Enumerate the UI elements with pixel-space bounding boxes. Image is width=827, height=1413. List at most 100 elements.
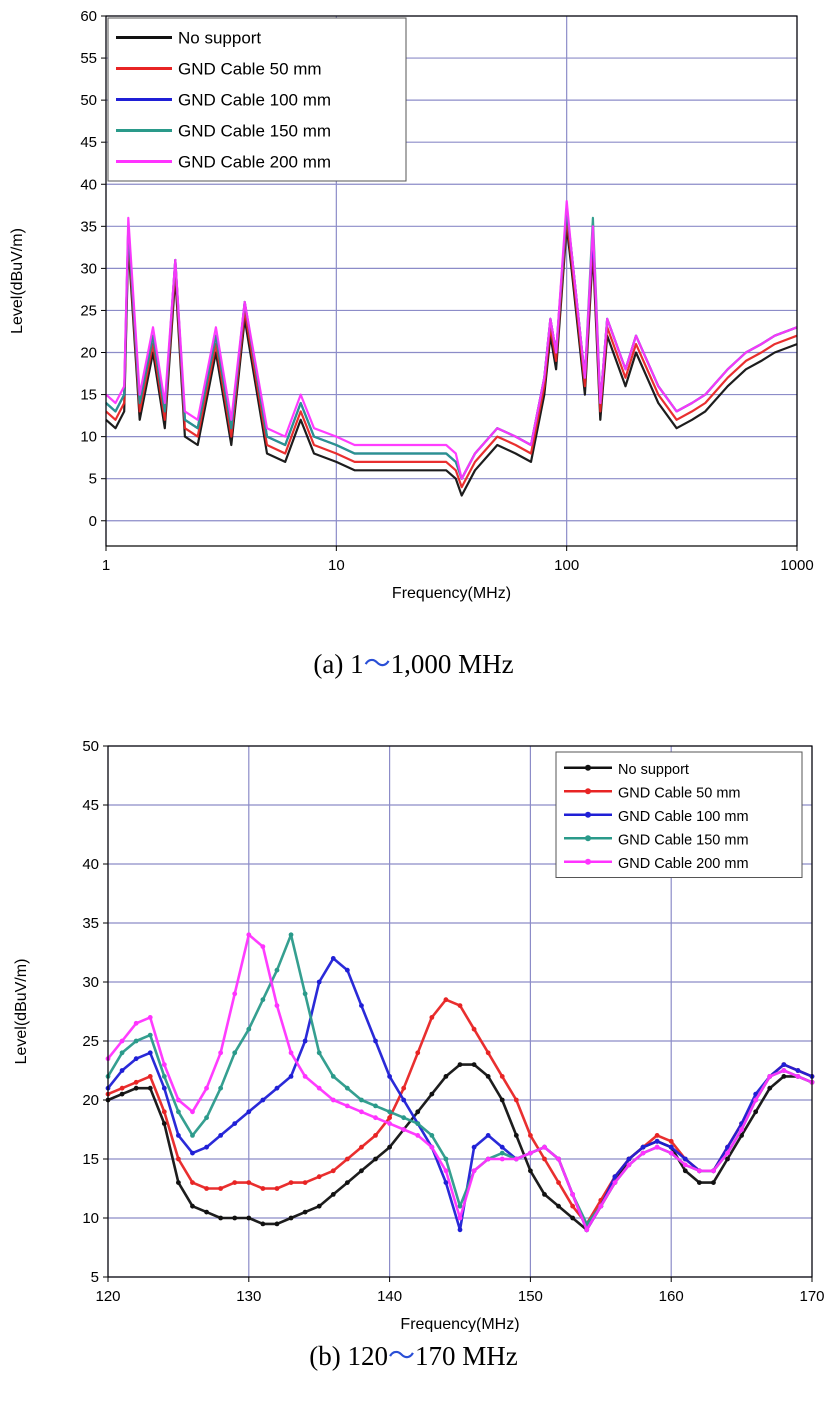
series-point-0 [190, 1203, 195, 1209]
series-point-4 [725, 1150, 730, 1156]
series-point-0 [556, 1203, 561, 1209]
series-point-1 [161, 1109, 167, 1115]
series-point-3 [344, 1085, 350, 1091]
series-point-4 [612, 1180, 618, 1185]
series-point-0 [471, 1062, 477, 1067]
chart-b-svg: 5 10 15 20 25 30 35 40 45 50 120 130 140 150 160 170 Fre… [13, 738, 825, 1332]
series-point-4 [584, 1227, 590, 1233]
series-point-3 [119, 1050, 125, 1056]
series-point-1 [344, 1156, 350, 1162]
series-point-1 [147, 1074, 153, 1079]
series-point-1 [499, 1074, 505, 1079]
series-point-0 [767, 1085, 773, 1091]
series-point-1 [443, 997, 449, 1003]
series-point-4 [570, 1192, 576, 1197]
series-point-1 [668, 1138, 674, 1144]
series-point-4 [485, 1156, 491, 1162]
series-point-4 [513, 1156, 519, 1162]
series-point-4 [232, 991, 238, 997]
series-point-4 [682, 1162, 688, 1168]
series-point-4 [330, 1097, 336, 1103]
legend-label-3: GND Cable 150 mm [178, 122, 331, 141]
y-tick-label: 30 [82, 974, 99, 991]
series-point-4 [401, 1127, 407, 1132]
y-tick-label: 25 [80, 302, 97, 319]
series-point-0 [485, 1074, 491, 1079]
series-point-1 [415, 1050, 421, 1056]
y-tick-label: 40 [80, 176, 97, 193]
series-point-4 [218, 1050, 224, 1056]
series-point-1 [387, 1115, 392, 1121]
series-point-1 [513, 1097, 519, 1103]
series-point-3 [302, 991, 308, 997]
x-tick-label: 120 [95, 1288, 120, 1305]
series-point-2 [795, 1068, 801, 1073]
series-point-2 [457, 1227, 463, 1233]
series-point-1 [330, 1168, 336, 1174]
series-point-4 [471, 1168, 477, 1174]
series-point-0 [161, 1121, 167, 1126]
series-point-0 [316, 1203, 322, 1209]
series-point-3 [133, 1038, 139, 1044]
series-point-0 [302, 1209, 308, 1215]
series-point-0 [753, 1109, 759, 1115]
series-point-3 [288, 932, 294, 938]
series-point-1 [542, 1156, 547, 1162]
series-point-2 [246, 1109, 252, 1115]
series-point-2 [471, 1144, 477, 1150]
series-point-1 [274, 1186, 280, 1191]
y-tick-label: 50 [80, 92, 97, 109]
series-point-0 [176, 1180, 181, 1185]
y-tick-label: 20 [80, 345, 97, 362]
legend-label-2: GND Cable 100 mm [178, 91, 331, 110]
series-point-2 [499, 1144, 505, 1150]
series-point-0 [344, 1180, 350, 1185]
series-point-0 [696, 1180, 702, 1185]
y-tick-label: 15 [82, 1151, 99, 1168]
x-tick-label: 10 [328, 557, 345, 574]
series-point-3 [232, 1050, 238, 1056]
x-axis-label: Frequency(MHz) [400, 1316, 519, 1332]
series-point-4 [204, 1085, 209, 1091]
series-point-2 [147, 1050, 153, 1056]
series-point-1 [246, 1180, 252, 1185]
legend-label-4: GND Cable 200 mm [618, 856, 749, 872]
series-point-2 [232, 1121, 238, 1126]
legend-label-1: GND Cable 50 mm [178, 60, 322, 79]
series-point-1 [485, 1050, 491, 1056]
y-tick-label: 0 [89, 513, 97, 530]
series-point-3 [176, 1109, 181, 1115]
series-point-4 [696, 1168, 702, 1174]
series-point-2 [204, 1144, 209, 1150]
series-point-3 [387, 1109, 392, 1115]
series-point-0 [119, 1091, 125, 1097]
y-tick-label: 10 [82, 1210, 99, 1227]
x-tick-label: 1000 [780, 557, 813, 574]
y-tick-label: 45 [82, 797, 99, 814]
series-point-1 [260, 1186, 266, 1191]
series-point-2 [330, 956, 336, 961]
y-tick-label: 5 [91, 1269, 99, 1286]
caption-a: (a) 1～1,000 MHz [313, 649, 514, 679]
series-point-3 [147, 1032, 153, 1038]
plot-frame [105, 15, 798, 547]
series-point-2 [387, 1074, 392, 1079]
series-point-0 [443, 1074, 449, 1079]
series-point-4 [795, 1074, 801, 1079]
chart-a: 0 5 10 15 20 25 30 35 40 45 50 55 60 1 10 100 1000 Freque… [0, 0, 827, 700]
series-point-3 [260, 997, 266, 1003]
chart-b: 5 10 15 20 25 30 35 40 45 50 120 130 140 150 160 170 Fre… [0, 712, 827, 1412]
series-point-1 [218, 1186, 224, 1191]
y-axis-label: Level(dBuV/m) [13, 959, 30, 1065]
series-point-4 [598, 1203, 604, 1209]
legend-marker-0 [585, 764, 591, 771]
series-point-4 [443, 1168, 449, 1174]
series-point-2 [443, 1180, 449, 1185]
series-point-2 [344, 967, 350, 973]
chart-a-svg: 0 5 10 15 20 25 30 35 40 45 50 55 60 1 10 100 1000 Freque… [9, 8, 814, 602]
series-point-4 [528, 1150, 533, 1156]
x-tick-label: 1 [102, 557, 110, 574]
x-tick-label: 160 [659, 1288, 684, 1305]
series-point-3 [204, 1115, 209, 1121]
series-point-4 [316, 1085, 322, 1091]
